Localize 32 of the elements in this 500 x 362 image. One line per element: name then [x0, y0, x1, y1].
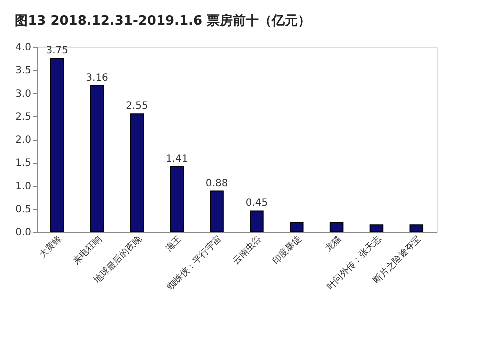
data-label: 0.45 [246, 198, 268, 210]
y-tick-label: 3.5 [16, 66, 32, 77]
bar [170, 166, 184, 232]
y-tick-label: 3.0 [16, 88, 32, 100]
bar [290, 222, 304, 232]
bar [370, 224, 384, 232]
data-label: 2.55 [126, 101, 148, 112]
y-tick-label: 4.0 [16, 42, 32, 54]
y-tick-label: 2.0 [16, 135, 32, 146]
data-label: 0.88 [206, 178, 228, 190]
x-tick-label: 云南虫谷 [230, 234, 264, 268]
x-tick-label: 来电狂响 [71, 234, 104, 268]
data-label: 3.16 [86, 72, 108, 84]
bar [50, 58, 64, 232]
y-tick-label: 0.5 [16, 204, 32, 216]
bar [330, 222, 344, 232]
x-tick-label: 海王 [164, 234, 184, 254]
bar [250, 210, 264, 232]
bar [90, 85, 104, 232]
y-tick-label: 2.5 [16, 112, 32, 123]
bar [410, 224, 424, 232]
bar [210, 190, 224, 232]
y-tick-label: 1.0 [16, 181, 32, 192]
y-tick-label: 0.0 [16, 228, 32, 238]
y-tick-label: 1.5 [16, 158, 32, 170]
x-tick-label: 龙猫 [323, 234, 344, 254]
data-label: 3.75 [46, 46, 68, 57]
x-tick-label: 印度暴徒 [270, 234, 304, 268]
data-label: 1.41 [166, 154, 188, 165]
chart-title: 图13 2018.12.31-2019.1.6 票房前十（亿元） [15, 13, 312, 29]
bar [130, 114, 144, 232]
x-tick-label: 大黄蜂 [38, 234, 64, 261]
